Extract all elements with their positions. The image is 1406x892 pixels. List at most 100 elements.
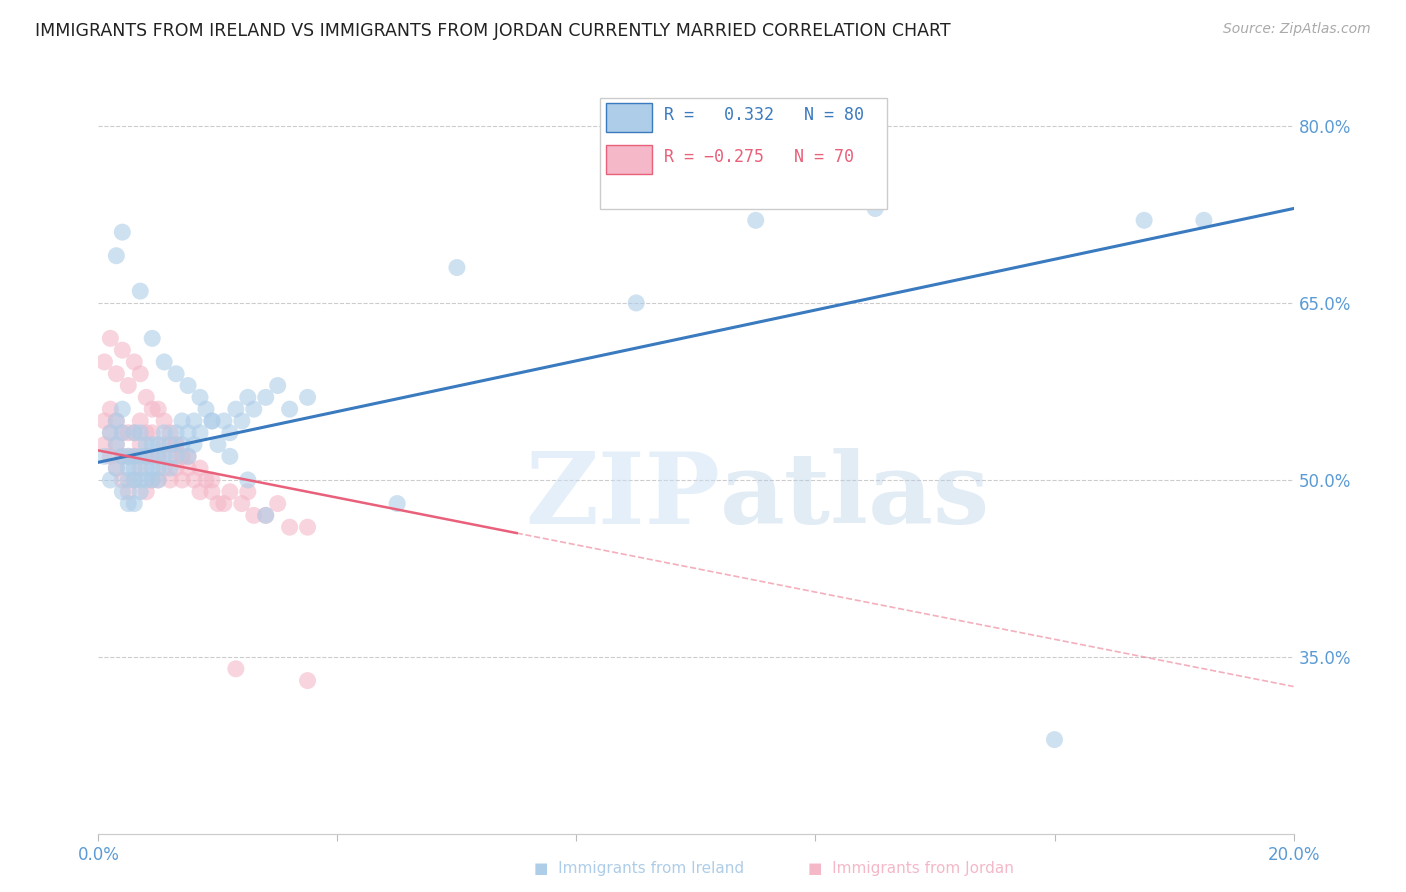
Point [111, 402, 134, 417]
Point [201, 414, 224, 428]
Point [135, 461, 157, 475]
Point [153, 461, 176, 475]
Point [243, 402, 266, 417]
Point [236, 473, 259, 487]
Point [141, 473, 163, 487]
Point [195, 473, 218, 487]
Point [129, 461, 152, 475]
Point [745, 213, 768, 227]
Point [148, 450, 170, 464]
Point [124, 473, 146, 487]
Point [153, 355, 176, 369]
Point [111, 450, 134, 464]
Text: R =   0.332   N = 80: R = 0.332 N = 80 [664, 106, 863, 124]
Point [165, 367, 187, 381]
Point [141, 425, 163, 440]
Point [159, 437, 181, 451]
Point [141, 402, 163, 417]
Point [626, 296, 648, 310]
Point [183, 473, 205, 487]
Point [117, 378, 139, 392]
Point [111, 450, 134, 464]
Point [188, 484, 211, 499]
Point [172, 437, 194, 451]
Point [129, 425, 152, 440]
Point [219, 425, 242, 440]
Point [165, 450, 187, 464]
Point [135, 450, 157, 464]
Point [141, 461, 163, 475]
Point [98, 331, 122, 345]
Point [207, 497, 229, 511]
Text: ■  Immigrants from Jordan: ■ Immigrants from Jordan [808, 861, 1014, 876]
Point [225, 662, 247, 676]
Point [129, 473, 152, 487]
Point [236, 390, 259, 404]
Point [111, 484, 134, 499]
Point [98, 402, 122, 417]
Point [153, 414, 176, 428]
Point [446, 260, 468, 275]
Point [1133, 213, 1156, 227]
Point [172, 450, 194, 464]
Point [153, 437, 176, 451]
Point [201, 473, 224, 487]
Point [225, 402, 247, 417]
Point [141, 450, 163, 464]
Point [129, 450, 152, 464]
Point [124, 497, 146, 511]
Point [172, 473, 194, 487]
Point [188, 461, 211, 475]
Point [124, 355, 146, 369]
Point [129, 484, 152, 499]
Point [105, 367, 128, 381]
Point [148, 461, 170, 475]
Point [135, 484, 157, 499]
Point [267, 378, 290, 392]
Point [124, 461, 146, 475]
Point [141, 331, 163, 345]
Point [93, 437, 115, 451]
Bar [600, 97, 887, 209]
Point [117, 425, 139, 440]
Point [111, 343, 134, 358]
Point [105, 414, 128, 428]
Point [111, 425, 134, 440]
Point [148, 437, 170, 451]
Point [124, 450, 146, 464]
Point [159, 450, 181, 464]
Text: IMMIGRANTS FROM IRELAND VS IMMIGRANTS FROM JORDAN CURRENTLY MARRIED CORRELATION : IMMIGRANTS FROM IRELAND VS IMMIGRANTS FR… [35, 22, 950, 40]
Point [212, 414, 235, 428]
Point [93, 355, 115, 369]
Point [201, 414, 224, 428]
Point [159, 461, 181, 475]
Point [254, 508, 277, 523]
Point [129, 437, 152, 451]
Point [236, 484, 259, 499]
Point [153, 425, 176, 440]
Point [183, 414, 205, 428]
Point [129, 284, 152, 298]
Point [177, 425, 200, 440]
Point [278, 520, 301, 534]
Point [93, 414, 115, 428]
Point [177, 450, 200, 464]
Point [148, 402, 170, 417]
Point [135, 450, 157, 464]
Point [159, 473, 181, 487]
Point [1192, 213, 1215, 227]
Point [129, 414, 152, 428]
Point [105, 437, 128, 451]
Point [297, 673, 319, 688]
Point [278, 402, 301, 417]
Text: R = −0.275   N = 70: R = −0.275 N = 70 [664, 148, 853, 167]
Point [135, 473, 157, 487]
Point [865, 202, 887, 216]
Point [124, 473, 146, 487]
Point [165, 437, 187, 451]
Point [254, 508, 277, 523]
Point [177, 461, 200, 475]
Point [231, 497, 253, 511]
Point [188, 425, 211, 440]
Point [111, 425, 134, 440]
